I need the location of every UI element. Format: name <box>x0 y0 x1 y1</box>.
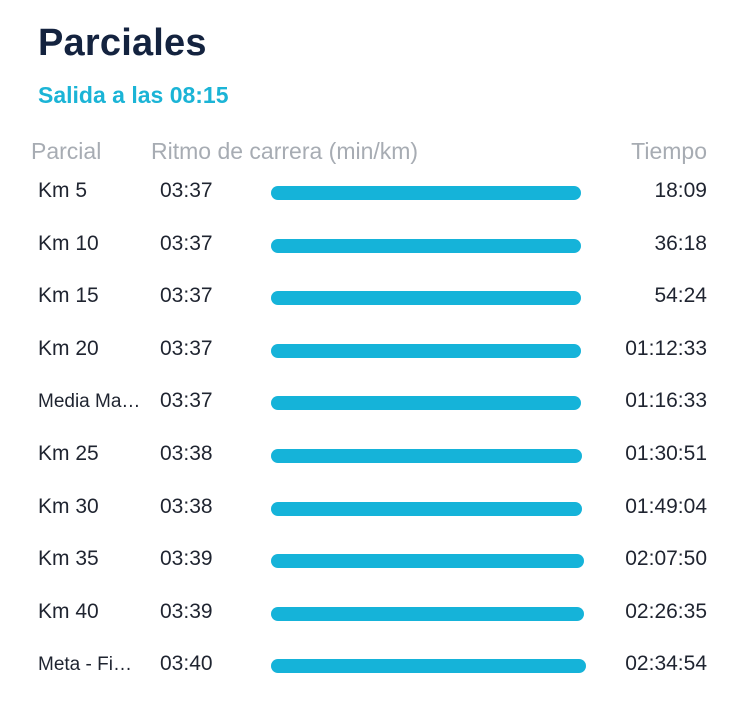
split-row[interactable]: Km 30 03:38 01:49:04 <box>0 483 738 536</box>
pace-bar <box>271 343 582 358</box>
split-row[interactable]: Km 35 03:39 02:07:50 <box>0 535 738 588</box>
split-time: 01:49:04 <box>625 494 707 518</box>
split-row[interactable]: Km 15 03:37 54:24 <box>0 272 738 325</box>
splits-list: Km 5 03:37 18:09 Km 10 03:37 36:18 Km 15 03:37 5… <box>0 167 738 693</box>
split-row[interactable]: Meta - Fi… 03:40 02:34:54 <box>0 640 738 693</box>
split-time: 01:30:51 <box>625 441 707 465</box>
split-time: 02:34:54 <box>625 652 707 676</box>
split-row[interactable]: Km 25 03:38 01:30:51 <box>0 430 738 483</box>
pace-bar-track <box>271 606 591 621</box>
split-pace: 03:37 <box>160 284 213 308</box>
pace-bar-track <box>271 501 591 516</box>
column-header-partial: Parcial <box>31 138 102 164</box>
split-row[interactable]: Km 20 03:37 01:12:33 <box>0 325 738 378</box>
split-pace: 03:38 <box>160 494 213 518</box>
pace-bar-track <box>271 291 591 306</box>
pace-bar <box>271 606 584 621</box>
split-time: 18:09 <box>654 179 707 202</box>
pace-bar-track <box>271 659 591 674</box>
pace-bar <box>271 501 583 516</box>
split-name: Km 20 <box>38 336 99 360</box>
split-row[interactable]: Km 40 03:39 02:26:35 <box>0 588 738 641</box>
pace-bar <box>271 448 583 463</box>
split-pace: 03:38 <box>160 441 213 465</box>
split-time: 01:12:33 <box>625 336 707 360</box>
column-header-pace: Ritmo de carrera (min/km) <box>151 138 419 164</box>
pace-bar <box>271 396 582 411</box>
column-header-time: Tiempo <box>631 138 707 164</box>
split-pace: 03:37 <box>160 336 213 360</box>
pace-bar-track <box>271 448 591 463</box>
start-time-subtitle: Salida a las 08:15 <box>38 82 229 108</box>
split-name: Km 15 <box>38 284 99 308</box>
pace-bar <box>271 186 582 200</box>
pace-bar-track <box>271 396 591 411</box>
split-pace: 03:37 <box>160 389 213 413</box>
split-name: Km 10 <box>38 231 99 255</box>
split-pace: 03:37 <box>160 179 213 202</box>
split-pace: 03:39 <box>160 547 213 571</box>
pace-bar-track <box>271 554 591 569</box>
split-time: 36:18 <box>654 231 707 255</box>
split-time: 02:07:50 <box>625 547 707 571</box>
split-time: 54:24 <box>654 284 707 308</box>
split-name: Media Ma… <box>38 391 141 413</box>
split-name: Km 35 <box>38 547 99 571</box>
pace-bar <box>271 659 586 674</box>
split-pace: 03:40 <box>160 652 213 676</box>
split-time: 01:16:33 <box>625 389 707 413</box>
split-row[interactable]: Km 10 03:37 36:18 <box>0 220 738 273</box>
split-row[interactable]: Media Ma… 03:37 01:16:33 <box>0 377 738 430</box>
split-name: Km 40 <box>38 599 99 623</box>
split-name: Meta - Fi… <box>38 654 132 676</box>
split-pace: 03:39 <box>160 599 213 623</box>
page-title: Parciales <box>38 22 207 64</box>
pace-bar-track <box>271 186 591 200</box>
split-time: 02:26:35 <box>625 599 707 623</box>
split-row[interactable]: Km 5 03:37 18:09 <box>0 167 738 220</box>
pace-bar <box>271 238 582 253</box>
split-name: Km 25 <box>38 441 99 465</box>
split-name: Km 30 <box>38 494 99 518</box>
split-name: Km 5 <box>38 179 88 202</box>
pace-bar <box>271 291 582 306</box>
pace-bar-track <box>271 343 591 358</box>
pace-bar <box>271 554 584 569</box>
split-pace: 03:37 <box>160 231 213 255</box>
pace-bar-track <box>271 238 591 253</box>
